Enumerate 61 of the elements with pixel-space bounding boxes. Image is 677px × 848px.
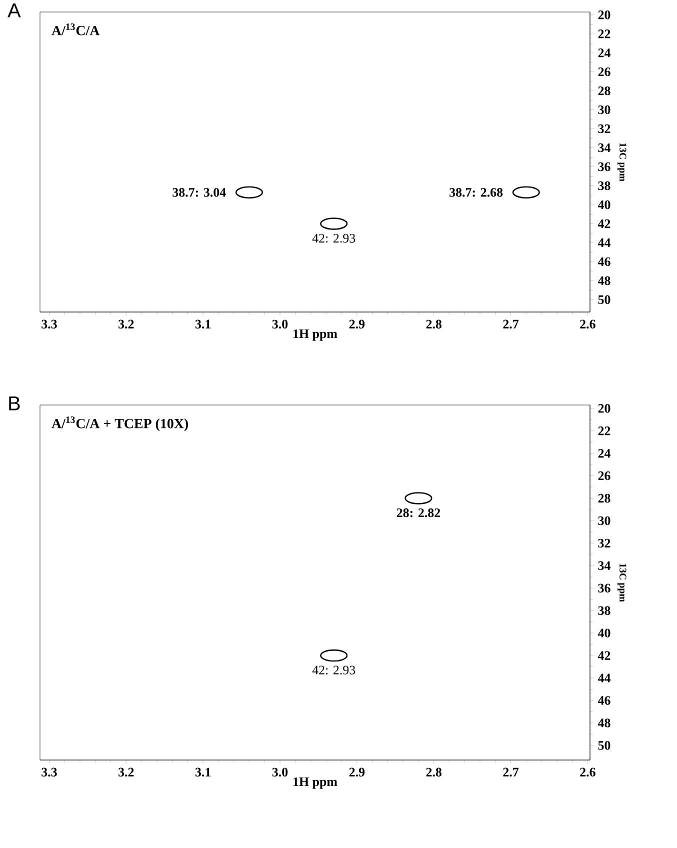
chart-title: A (8, 4, 21, 18)
y-tick-label: 44 (598, 674, 610, 682)
x-tick-label: 3.1 (195, 768, 211, 777)
y-tick-label: 48 (598, 718, 610, 728)
y-tick-label: 28 (598, 86, 610, 96)
y-tick-label: 20 (598, 10, 610, 20)
y-tick-label: 20 (598, 404, 610, 413)
y-tick-label: 42 (598, 651, 610, 660)
y-tick-label: 22 (598, 30, 610, 38)
x-tick-label: 2.7 (503, 320, 519, 329)
y-tick-label: 30 (598, 516, 610, 526)
annotation: 42: 2.93 (312, 234, 356, 243)
x-tick-label: 3.0 (272, 320, 288, 329)
x-tick-label: 2.7 (503, 768, 519, 777)
y-tick-label: 38 (598, 181, 610, 190)
y-tick-label: 26 (598, 471, 610, 480)
y-tick-label: 50 (598, 295, 610, 304)
x-axis-title: 1H ppm (294, 329, 338, 341)
annotation: A/$^{13}$C/A (52, 23, 100, 36)
y-tick-label: 44 (598, 238, 610, 247)
annotation: 38.7: 3.04 (172, 188, 226, 197)
y-tick-label: 46 (598, 696, 610, 705)
y-tick-label: 38 (598, 606, 610, 615)
x-tick-label: 2.6 (580, 320, 596, 329)
x-tick-label: 2.9 (349, 768, 365, 777)
y-axis-title: 13C ppm (618, 143, 626, 182)
x-tick-label: 2.8 (426, 320, 442, 329)
x-axis-title: 1H ppm (294, 777, 338, 789)
y-tick-label: 48 (598, 276, 610, 286)
y-tick-label: 36 (598, 162, 610, 172)
annotation: A/$^{13}$C/A + TCEP (10X) (52, 416, 188, 432)
y-tick-label: 42 (598, 219, 610, 228)
y-tick-label: 32 (598, 124, 610, 134)
annotation: 42: 2.93 (312, 666, 356, 674)
y-tick-label: 24 (598, 48, 610, 58)
x-tick-label: 3.0 (272, 768, 288, 777)
chart-title: B (9, 396, 20, 410)
y-tick-label: 24 (598, 449, 610, 458)
x-tick-label: 3.2 (118, 320, 134, 329)
x-tick-label: 3.3 (42, 768, 57, 777)
annotation: 28: 2.82 (396, 508, 440, 518)
x-tick-label: 2.9 (349, 320, 365, 329)
y-tick-label: 30 (598, 105, 610, 114)
y-tick-label: 40 (598, 628, 610, 638)
y-tick-label: 40 (598, 200, 610, 210)
y-tick-label: 34 (598, 561, 610, 570)
y-tick-label: 28 (598, 494, 610, 503)
x-tick-label: 3.2 (118, 768, 134, 777)
y-tick-label: 22 (598, 426, 610, 436)
x-tick-label: 2.8 (426, 768, 442, 777)
annotation: 38.7: 2.68 (450, 188, 503, 197)
y-tick-label: 26 (598, 67, 610, 76)
y-axis-title: 13C ppm (618, 564, 626, 602)
x-tick-label: 3.1 (195, 320, 211, 329)
y-tick-label: 50 (598, 741, 610, 750)
x-tick-label: 2.6 (580, 768, 596, 777)
y-tick-label: 34 (598, 143, 610, 152)
x-tick-label: 3.3 (42, 320, 57, 329)
y-tick-label: 36 (598, 584, 610, 592)
y-tick-label: 46 (598, 257, 610, 266)
y-tick-label: 32 (598, 538, 610, 548)
